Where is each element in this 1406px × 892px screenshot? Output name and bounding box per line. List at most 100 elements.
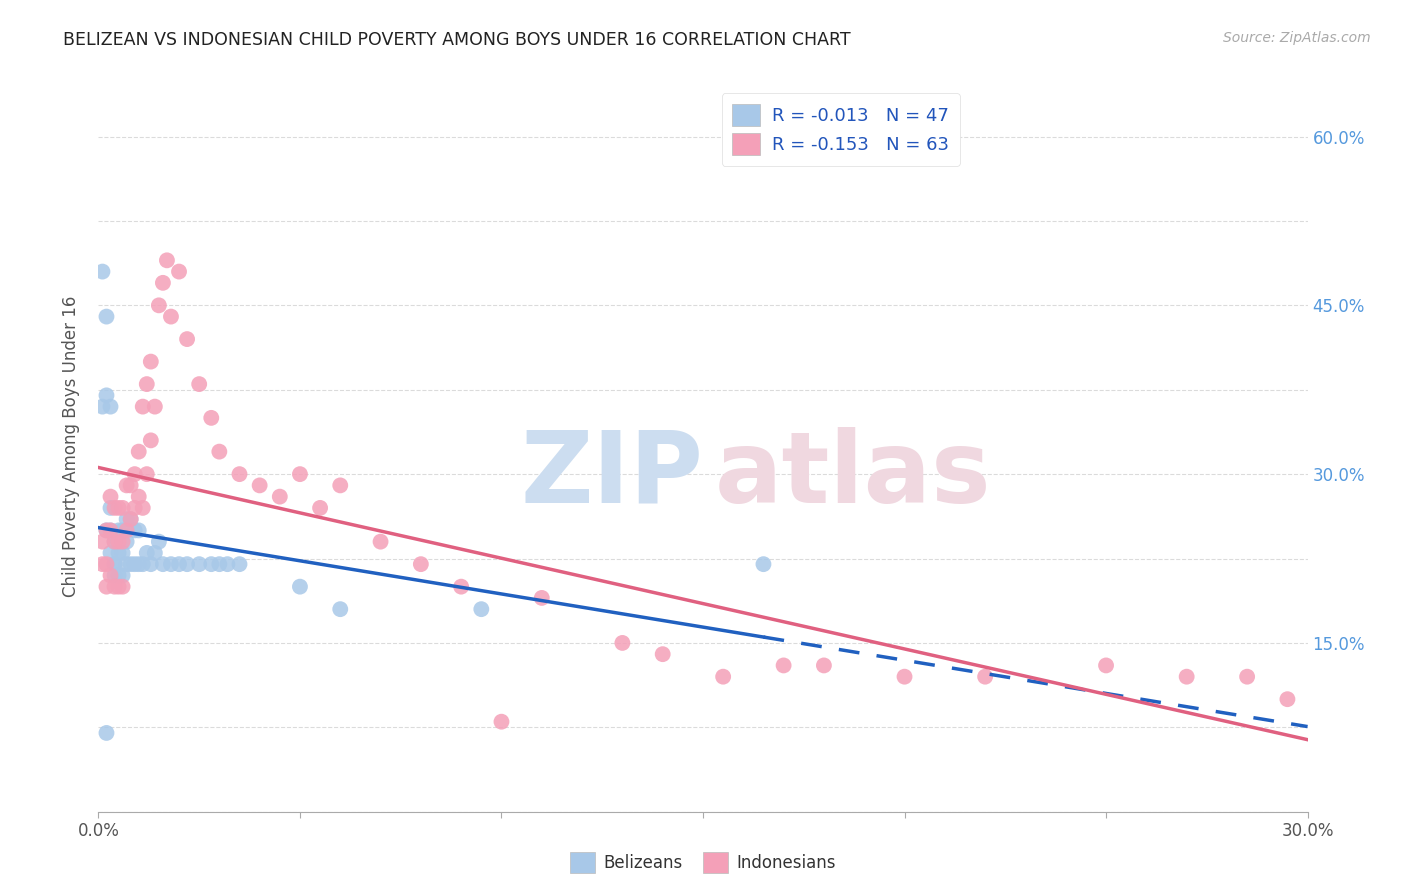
Point xyxy=(100,500,122,515)
Point xyxy=(103,500,125,515)
Point xyxy=(228,467,250,482)
Point xyxy=(111,534,134,549)
Point xyxy=(167,264,190,278)
Point xyxy=(120,512,142,526)
Point xyxy=(128,490,150,504)
Point xyxy=(128,444,150,458)
Point xyxy=(188,377,211,392)
Point xyxy=(96,388,118,402)
Point xyxy=(115,524,138,538)
Point xyxy=(208,557,231,571)
Point xyxy=(120,512,142,526)
Point xyxy=(115,534,138,549)
Point xyxy=(176,557,198,571)
Point xyxy=(96,524,118,538)
Point xyxy=(103,534,125,549)
Point xyxy=(148,298,170,312)
Point xyxy=(813,658,835,673)
Point xyxy=(160,557,183,571)
Point xyxy=(100,524,122,538)
Point xyxy=(288,467,311,482)
Point xyxy=(124,524,146,538)
Point xyxy=(103,557,125,571)
Point xyxy=(167,557,190,571)
Point xyxy=(752,557,775,571)
Point xyxy=(228,557,250,571)
Point xyxy=(100,400,122,414)
Point xyxy=(111,500,134,515)
Point xyxy=(107,500,129,515)
Legend: R = -0.013   N = 47, R = -0.153   N = 63: R = -0.013 N = 47, R = -0.153 N = 63 xyxy=(721,93,960,166)
Point xyxy=(135,467,157,482)
Point xyxy=(370,534,392,549)
Point xyxy=(124,467,146,482)
Point xyxy=(160,310,183,324)
Point xyxy=(100,568,122,582)
Point xyxy=(148,534,170,549)
Point xyxy=(107,580,129,594)
Point xyxy=(124,500,146,515)
Text: Source: ZipAtlas.com: Source: ZipAtlas.com xyxy=(1223,31,1371,45)
Point xyxy=(91,264,114,278)
Point xyxy=(269,490,291,504)
Point xyxy=(111,580,134,594)
Point xyxy=(111,546,134,560)
Point xyxy=(217,557,239,571)
Legend: Belizeans, Indonesians: Belizeans, Indonesians xyxy=(564,846,842,880)
Point xyxy=(96,310,118,324)
Point xyxy=(132,400,155,414)
Point xyxy=(143,546,166,560)
Point xyxy=(128,557,150,571)
Point xyxy=(139,557,162,571)
Point xyxy=(1236,670,1258,684)
Point xyxy=(96,524,118,538)
Point xyxy=(120,478,142,492)
Point xyxy=(309,500,332,515)
Point xyxy=(491,714,513,729)
Point xyxy=(612,636,634,650)
Point xyxy=(96,557,118,571)
Point xyxy=(100,490,122,504)
Point xyxy=(111,524,134,538)
Point xyxy=(288,580,311,594)
Point xyxy=(103,568,125,582)
Point xyxy=(893,670,915,684)
Point xyxy=(200,410,222,425)
Point xyxy=(200,557,222,571)
Point xyxy=(1095,658,1118,673)
Point xyxy=(152,276,174,290)
Point xyxy=(115,512,138,526)
Point xyxy=(329,478,352,492)
Text: atlas: atlas xyxy=(716,426,991,524)
Point xyxy=(111,568,134,582)
Text: BELIZEAN VS INDONESIAN CHILD POVERTY AMONG BOYS UNDER 16 CORRELATION CHART: BELIZEAN VS INDONESIAN CHILD POVERTY AMO… xyxy=(63,31,851,49)
Point xyxy=(132,557,155,571)
Point xyxy=(188,557,211,571)
Point xyxy=(124,557,146,571)
Point xyxy=(107,546,129,560)
Point xyxy=(329,602,352,616)
Y-axis label: Child Poverty Among Boys Under 16: Child Poverty Among Boys Under 16 xyxy=(62,295,80,597)
Point xyxy=(176,332,198,346)
Point xyxy=(208,444,231,458)
Point xyxy=(132,500,155,515)
Point xyxy=(96,726,118,740)
Point xyxy=(115,478,138,492)
Point xyxy=(409,557,432,571)
Point xyxy=(115,557,138,571)
Point xyxy=(100,546,122,560)
Point xyxy=(1175,670,1198,684)
Point xyxy=(91,400,114,414)
Point xyxy=(91,557,114,571)
Point xyxy=(143,400,166,414)
Point xyxy=(651,647,673,661)
Point xyxy=(450,580,472,594)
Point xyxy=(135,546,157,560)
Point xyxy=(1277,692,1299,706)
Point xyxy=(103,580,125,594)
Point xyxy=(772,658,794,673)
Point xyxy=(103,557,125,571)
Point xyxy=(249,478,271,492)
Point xyxy=(107,568,129,582)
Point xyxy=(120,557,142,571)
